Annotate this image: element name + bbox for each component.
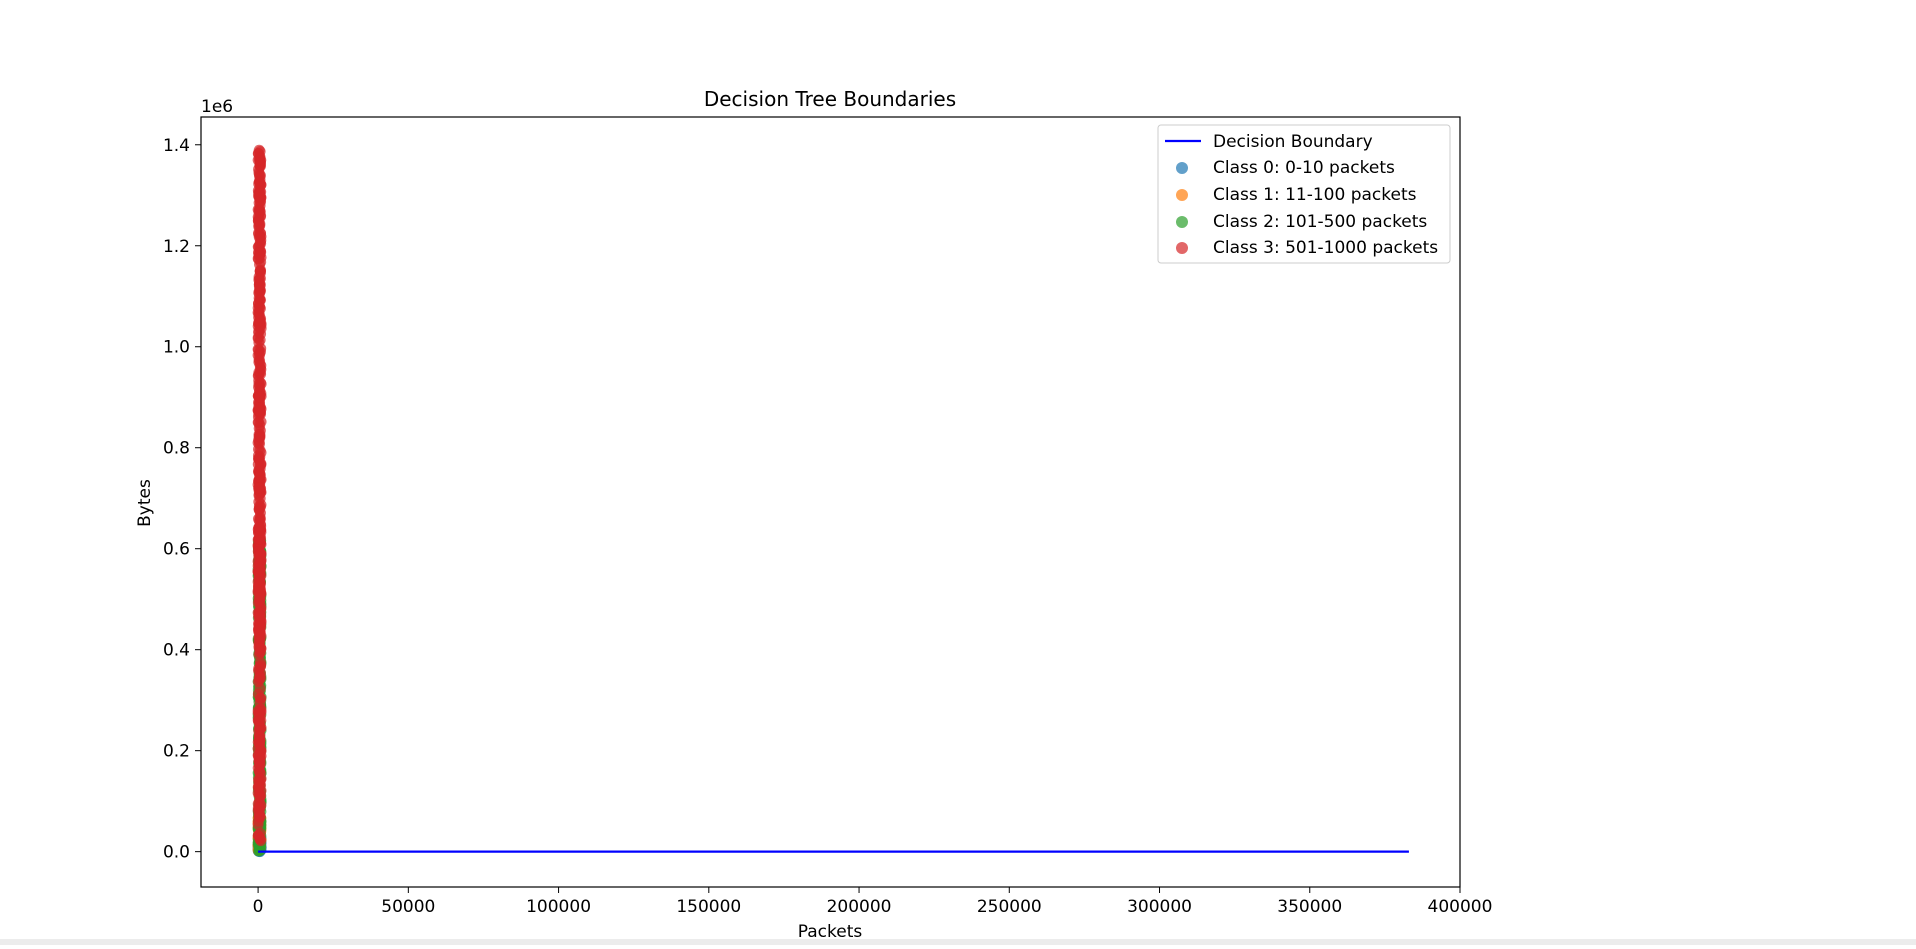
y-axis-label: Bytes <box>135 479 155 527</box>
scatter-point-class-3 <box>253 773 265 785</box>
scatter-point-class-3 <box>254 359 266 371</box>
scatter-point-class-3 <box>254 249 266 261</box>
scatter-point-class-3 <box>254 431 266 443</box>
scatter-point-class-3 <box>253 504 265 516</box>
legend-class-0-label: Class 0: 0-10 packets <box>1213 158 1395 178</box>
chart-title: Decision Tree Boundaries <box>704 87 956 111</box>
window-bottom-strip <box>0 939 1916 945</box>
scatter-point-class-3 <box>253 168 265 180</box>
y-axis: 0.0 0.2 0.4 0.6 0.8 1.0 1.2 1.4 <box>163 136 201 863</box>
scatter-point-class-3 <box>253 288 265 300</box>
scatter-point-class-3 <box>255 659 267 671</box>
legend: Decision Boundary Class 0: 0-10 packets … <box>1157 124 1451 264</box>
axes-frame <box>200 116 1461 888</box>
legend-class-1-label: Class 1: 11-100 packets <box>1213 185 1417 205</box>
y-tick-label: 0.2 <box>163 742 190 762</box>
scatter-point-class-3 <box>252 349 264 361</box>
y-offset-label: 1e6 <box>201 97 233 117</box>
scatter-point-class-3 <box>254 589 266 601</box>
x-tick-label: 100000 <box>526 897 591 917</box>
scatter-point-class-3 <box>253 190 265 202</box>
scatter-point-class-3 <box>255 706 267 718</box>
scatter-point-class-3 <box>253 327 265 339</box>
scatter-point-class-3 <box>253 391 265 403</box>
scatter-point-class-3 <box>254 273 266 284</box>
scatter-point-class-3 <box>254 469 266 481</box>
x-tick-label: 350000 <box>1277 897 1342 917</box>
x-tick-label: 50000 <box>381 897 435 917</box>
x-axis: 0 50000 100000 150000 200000 250000 300000 3500… <box>253 887 1493 917</box>
scatter-point-class-3 <box>254 405 266 417</box>
scatter-point-class-3 <box>255 549 266 561</box>
scatter-point-class-3 <box>253 567 265 579</box>
legend-class-2-marker <box>1176 216 1188 228</box>
legend-class-3-marker <box>1176 242 1188 254</box>
x-axis-label: Packets <box>798 922 863 942</box>
scatter-point-class-3 <box>253 522 265 534</box>
y-tick-label: 0.4 <box>163 641 190 661</box>
x-tick-label: 150000 <box>676 897 741 917</box>
scatter-point-class-3 <box>254 739 266 751</box>
scatter-point-class-3 <box>254 610 266 622</box>
scatter-point-class-3 <box>252 815 264 827</box>
scatter-point-class-3 <box>253 231 265 243</box>
scatter-point-class-3 <box>252 576 264 588</box>
scatter-point-class-3 <box>254 302 266 314</box>
x-tick-label: 200000 <box>827 897 892 917</box>
x-tick-label: 300000 <box>1127 897 1192 917</box>
scatter-point-class-3 <box>254 150 266 162</box>
scatter-point-class-3 <box>254 315 266 327</box>
scatter-point-class-3 <box>254 181 266 193</box>
legend-class-1-marker <box>1176 189 1188 201</box>
scatter-point-class-3 <box>255 378 267 390</box>
y-tick-label: 1.4 <box>163 136 190 156</box>
legend-boundary-label: Decision Boundary <box>1213 132 1373 152</box>
scatter-point-class-3 <box>252 458 264 470</box>
scatter-point-class-3 <box>254 366 266 378</box>
x-tick-label: 400000 <box>1428 897 1493 917</box>
scatter-point-class-3 <box>253 801 265 813</box>
legend-class-2-label: Class 2: 101-500 packets <box>1213 212 1427 232</box>
legend-box <box>1157 124 1451 264</box>
scatter-point-class-3 <box>253 671 265 683</box>
scatter-point-class-3 <box>254 758 266 770</box>
scatter-point-class-3 <box>253 482 265 494</box>
scatter-point-class-3 <box>254 723 266 735</box>
x-tick-label: 250000 <box>977 897 1042 917</box>
x-tick-label: 0 <box>253 897 264 917</box>
scatter-point-class-3 <box>253 416 265 428</box>
y-tick-label: 0.0 <box>163 843 190 863</box>
scatter-point-class-3 <box>254 626 266 638</box>
y-tick-label: 0.6 <box>163 540 190 560</box>
scatter-point-class-3 <box>253 206 265 218</box>
scatter-point-class-3 <box>253 789 265 801</box>
scatter-point-class-3 <box>254 683 266 695</box>
y-tick-label: 0.8 <box>163 439 190 459</box>
scatter-point-class-3 <box>254 444 266 456</box>
scatter-point-class-3 <box>255 835 267 847</box>
scatter-point-class-3 <box>255 692 267 704</box>
legend-class-0-marker <box>1176 162 1188 174</box>
y-tick-label: 1.2 <box>163 237 190 257</box>
y-tick-label: 1.0 <box>163 338 190 358</box>
scatter-point-class-3 <box>253 714 265 726</box>
scatter-point-class-3 <box>254 646 266 658</box>
data-marks <box>252 144 1409 858</box>
legend-class-3-label: Class 3: 501-1000 packets <box>1213 238 1438 258</box>
